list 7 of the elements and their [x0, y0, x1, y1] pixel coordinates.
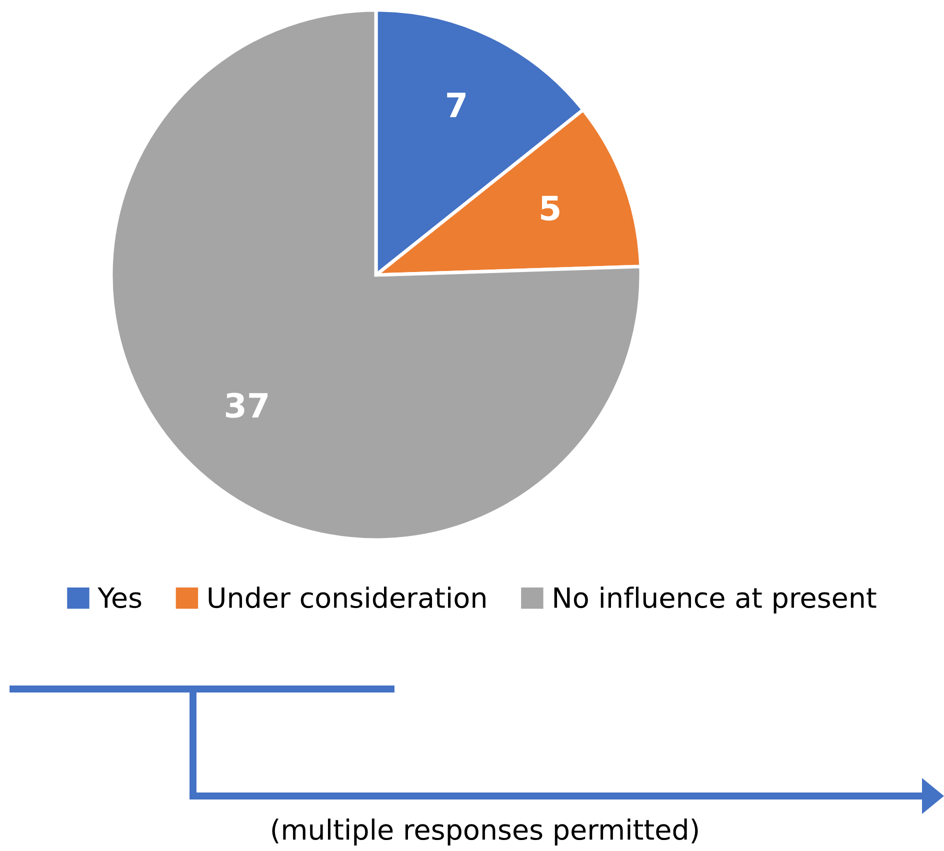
data-label: 7 — [447, 92, 466, 118]
data-label: 37 — [226, 392, 268, 418]
legend-label: Yes — [98, 588, 142, 608]
legend-label: Under consideration — [208, 586, 486, 608]
data-label: 5 — [541, 196, 560, 221]
legend-label: No influence at present — [554, 586, 876, 614]
text: (multiple responses permitted) — [272, 818, 698, 846]
